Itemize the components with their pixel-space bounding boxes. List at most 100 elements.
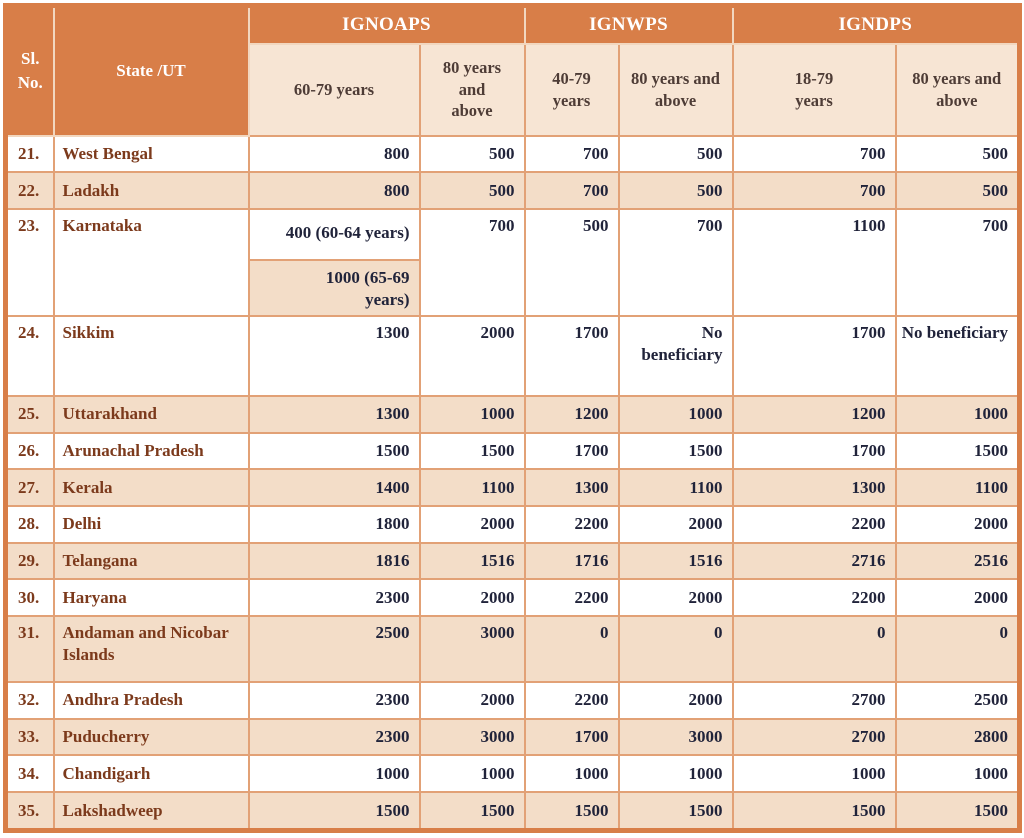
table-row: 35. Lakshadweep 1500 1500 1500 1500 1500 1500 [4,790,1021,832]
group-header-ignoaps: IGNOAPS [247,4,526,45]
cell-value: 2000 [617,680,734,720]
cell-serial-number: 25. [4,394,55,434]
cell-state-name: Uttarakhand [52,394,250,434]
cell-state-name: Arunachal Pradesh [52,431,250,471]
cell-serial-number: 31. [4,614,55,683]
cell-value: 700 [617,207,734,317]
cell-serial-number: 34. [4,754,55,793]
cell-serial-number: 22. [4,171,55,210]
cell-state-name: Sikkim [52,314,250,397]
table-row: 22. Ladakh 800 500 700 500 700 500 [4,171,1021,210]
cell-value: 2000 [894,504,1021,544]
cell-value: 1700 [731,431,897,471]
table-row: 21. West Bengal 800 500 700 500 700 500 [4,134,1021,174]
cell-value: 1000 [247,754,421,793]
cell-value: 0 [894,614,1021,683]
table-row: 31. Andaman and Nicobar Islands 2500 3000 0 0… [4,614,1021,683]
cell-value: 2000 [418,680,526,720]
cell-value: 2300 [247,578,421,617]
header-sl-no-line2: No. [17,73,43,93]
cell-value: 500 [894,134,1021,174]
cell-state-name: Chandigarh [52,754,250,793]
cell-value: 1500 [247,790,421,832]
cell-state-name: Andaman and Nicobar Islands [52,614,250,683]
subheader-ignoaps-60-79: 60-79 years [247,42,421,137]
cell-serial-number: 23. [4,207,55,317]
cell-serial-number: 33. [4,717,55,757]
cell-value: No beneficiary [894,314,1021,397]
cell-value: 2300 [247,717,421,757]
cell-value: 3000 [418,717,526,757]
subheader-ignwps-80plus: 80 years and above [617,42,734,137]
cell-serial-number: 21. [4,134,55,174]
table-row: 24. Sikkim 1300 2000 1700 No beneficiary 1700 N… [4,314,1021,397]
cell-value: 1000 [731,754,897,793]
cell-value: 800 [247,171,421,210]
cell-value: 700 [731,134,897,174]
table-row: 23. Karnataka 400 (60-64 years) 1000 (65-69… [4,207,1021,317]
cell-value: 1716 [523,541,620,581]
table-row: 32. Andhra Pradesh 2300 2000 2200 2000 2700 250… [4,680,1021,720]
split-cell-wrap: 400 (60-64 years) 1000 (65-69 years) [249,214,419,315]
cell-value: 500 [617,134,734,174]
split-cell-lower: 1000 (65-69 years) [249,258,419,315]
cell-value: 1500 [523,790,620,832]
table-row: 27. Kerala 1400 1100 1300 1100 1300 1100 [4,468,1021,507]
cell-value: 1800 [247,504,421,544]
cell-value: 500 [894,171,1021,210]
cell-value: 700 [418,207,526,317]
cell-value: 1000 [523,754,620,793]
cell-value: 2200 [523,504,620,544]
cell-state-name: Karnataka [52,207,250,317]
cell-value: 2500 [247,614,421,683]
cell-state-name: Haryana [52,578,250,617]
cell-serial-number: 35. [4,790,55,832]
cell-value: 1500 [418,431,526,471]
cell-value: 2200 [523,578,620,617]
cell-serial-number: 27. [4,468,55,507]
cell-value: 0 [731,614,897,683]
cell-value: 700 [731,171,897,210]
cell-value: 2200 [731,504,897,544]
table-row: 34. Chandigarh 1000 1000 1000 1000 1000 1000 [4,754,1021,793]
cell-value: 1516 [617,541,734,581]
split-cell-upper: 400 (60-64 years) [249,214,419,259]
table-row: 28. Delhi 1800 2000 2200 2000 2200 2000 [4,504,1021,544]
cell-value: 1000 [894,754,1021,793]
header-state-ut: State /UT [52,4,250,137]
cell-value: 2000 [894,578,1021,617]
cell-value: 1200 [523,394,620,434]
cell-value: 2200 [731,578,897,617]
cell-value: 2500 [894,680,1021,720]
cell-state-name: Kerala [52,468,250,507]
table-row: 26. Arunachal Pradesh 1500 1500 1700 1500 1700… [4,431,1021,471]
table-header: Sl. No. State /UT IGNOAPS IGNWPS IGNDPS … [4,4,1021,137]
cell-value: 1500 [894,790,1021,832]
cell-value: 1816 [247,541,421,581]
cell-value: 1500 [894,431,1021,471]
cell-value: 2516 [894,541,1021,581]
cell-value: 2800 [894,717,1021,757]
cell-value: 1200 [731,394,897,434]
cell-value: 1700 [523,431,620,471]
header-sl-no: Sl. No. [4,4,55,137]
cell-state-name: Lakshadweep [52,790,250,832]
cell-value: 0 [617,614,734,683]
subheader-ignoaps-80plus: 80 years and above [418,42,526,137]
cell-value: 1100 [617,468,734,507]
cell-value: 1100 [418,468,526,507]
header-sub-row: 60-79 years 80 years and above 40-79 yea… [6,42,1021,137]
table-row: 29. Telangana 1816 1516 1716 1516 2716 2516 [4,541,1021,581]
cell-value: 1500 [418,790,526,832]
cell-value: 2716 [731,541,897,581]
cell-value: 2000 [418,314,526,397]
table-body: 21. West Bengal 800 500 700 500 700 500 22. Ladak… [4,134,1021,832]
cell-value: 1700 [523,717,620,757]
cell-value: 1300 [247,314,421,397]
cell-value: 2000 [418,504,526,544]
cell-value: No beneficiary [617,314,734,397]
subheader-ignoaps-80plus-label: 80 years and above [442,58,502,121]
cell-value: 1500 [247,431,421,471]
cell-value: 1500 [617,431,734,471]
